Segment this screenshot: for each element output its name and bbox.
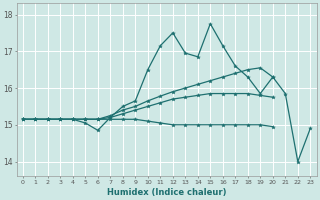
X-axis label: Humidex (Indice chaleur): Humidex (Indice chaleur)	[107, 188, 226, 197]
